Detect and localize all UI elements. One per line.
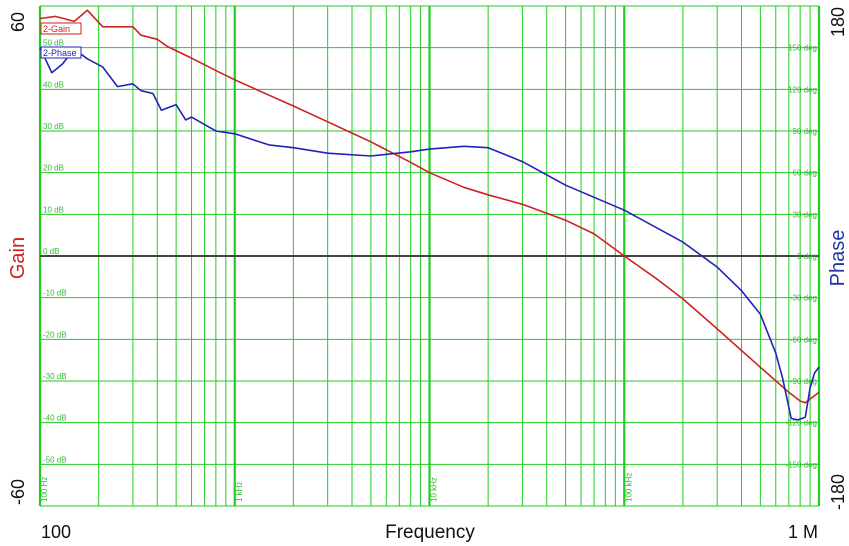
inner-gain-tick-label: -40 dB — [43, 414, 67, 423]
inner-gain-tick-label: 40 dB — [43, 80, 64, 89]
inner-phase-tick-label: -60 deg — [790, 335, 817, 344]
inner-phase-tick-label: -30 deg — [790, 294, 817, 303]
legend: 2-Gain 2-Phase — [40, 22, 82, 59]
inner-phase-tick-label: 60 deg — [793, 169, 817, 178]
y-left-axis-label: Gain — [7, 237, 29, 279]
inner-phase-tick-label: 150 deg — [788, 44, 817, 53]
inner-gain-tick-label: 50 dB — [43, 39, 64, 48]
inner-gain-tick-label: 30 dB — [43, 122, 64, 131]
inner-phase-tick-label: 0 deg — [797, 252, 817, 261]
legend-entry-label: 2-Gain — [43, 24, 70, 34]
inner-phase-tick-label: -120 deg — [785, 419, 817, 428]
gain-series-line — [39, 9, 820, 404]
phase-series-line — [39, 47, 820, 421]
y-right-tick-top: 180 — [828, 7, 848, 37]
inner-frequency-label: 100 kHz — [624, 473, 633, 502]
inner-frequency-label: 1 kHz — [235, 482, 244, 502]
x-tick-label-right: 1 M — [788, 522, 818, 542]
inner-gain-tick-label: 0 dB — [43, 247, 59, 256]
inner-gain-tick-label: 20 dB — [43, 164, 64, 173]
inner-frequency-label: 10 kHz — [430, 477, 439, 502]
inner-gain-tick-label: -30 dB — [43, 372, 67, 381]
legend-entry-box — [40, 22, 82, 35]
y-right-tick-bottom: -180 — [828, 474, 848, 510]
legend-entry-box — [40, 46, 82, 59]
grid — [38, 5, 821, 507]
inner-phase-tick-label: 120 deg — [788, 85, 817, 94]
inner-phase-tick-label: 30 deg — [793, 210, 817, 219]
legend-entry-label: 2-Phase — [43, 48, 77, 58]
inner-phase-tick-label: -90 deg — [790, 377, 817, 386]
inner-gain-tick-label: 10 dB — [43, 205, 64, 214]
inner-phase-tick-label: -150 deg — [785, 460, 817, 469]
y-left-tick-top: 60 — [8, 12, 28, 32]
inner-gain-tick-label: -10 dB — [43, 289, 67, 298]
x-tick-label-left: 100 — [41, 522, 71, 542]
inner-phase-tick-label: 90 deg — [793, 127, 817, 136]
series-layer — [39, 9, 820, 421]
inner-gain-tick-label: -20 dB — [43, 330, 67, 339]
inner-frequency-label: 100 Hz — [40, 477, 49, 502]
inner-axis-labels: 50 dB 40 dB 30 dB 20 dB 10 dB 0 dB -10 dB -20 d… — [40, 39, 817, 502]
x-axis-label: Frequency — [385, 522, 475, 543]
y-left-tick-bottom: -60 — [8, 479, 28, 505]
y-right-axis-label: Phase — [827, 230, 849, 287]
inner-gain-tick-label: -50 dB — [43, 455, 67, 464]
